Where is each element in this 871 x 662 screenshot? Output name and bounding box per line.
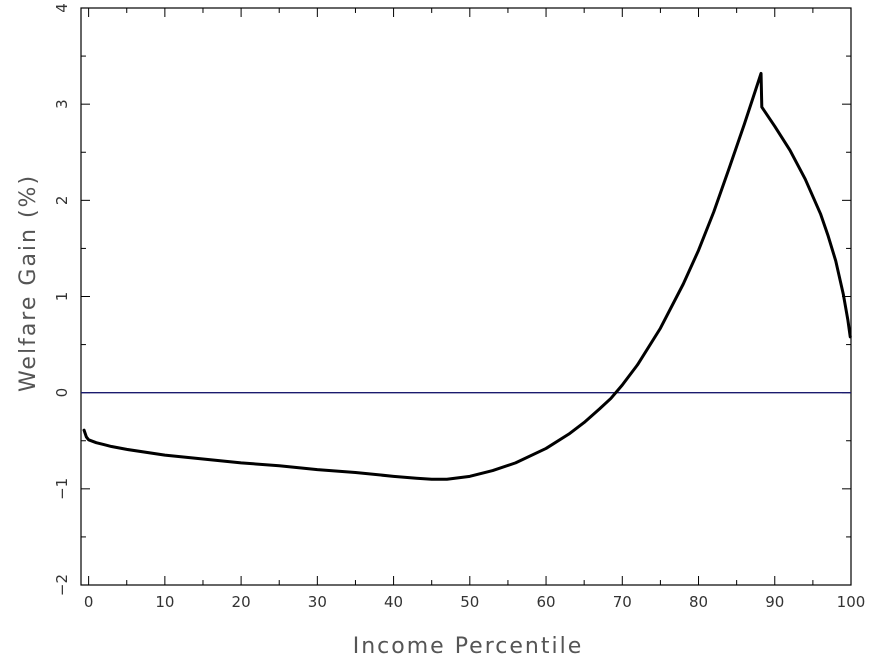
plot-frame: [80, 7, 852, 586]
ticks-group: [81, 7, 852, 586]
y-tick-label: 1: [53, 292, 71, 302]
x-tick-label: 100: [837, 593, 866, 611]
x-tick-label: 0: [84, 593, 94, 611]
x-axis-title: Income Percentile: [353, 634, 584, 659]
y-tick-label: −2: [53, 574, 71, 596]
y-tick-label: 0: [53, 388, 71, 398]
y-tick-label: 3: [53, 99, 71, 109]
plot-frame-group: [80, 7, 852, 586]
series-group: [82, 71, 852, 481]
y-axis-title: Welfare Gain (%): [16, 174, 41, 392]
x-tick-label: 70: [613, 593, 632, 611]
x-tick-label: 90: [765, 593, 784, 611]
tick-labels-group: 0 10 20 30 40 50 60 70 80 90 100 −2 −1 0 1 2 3 4: [53, 3, 865, 611]
x-tick-label: 60: [537, 593, 556, 611]
x-tick-label: 30: [308, 593, 327, 611]
x-tick-label: 10: [155, 593, 174, 611]
x-tick-label: 40: [384, 593, 403, 611]
x-tick-label: 50: [460, 593, 479, 611]
y-tick-label: −1: [53, 478, 71, 500]
x-tick-label: 20: [232, 593, 251, 611]
series-line-0: [82, 71, 852, 481]
y-tick-label: 4: [53, 3, 71, 13]
y-tick-label: 2: [53, 196, 71, 206]
x-tick-label: 80: [689, 593, 708, 611]
